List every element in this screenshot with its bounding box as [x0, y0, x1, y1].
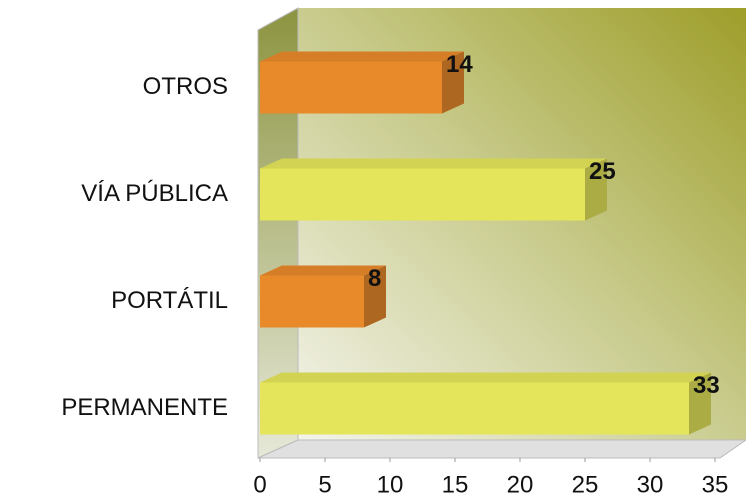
- y-tick-label: VÍA PÚBLICA: [81, 180, 228, 207]
- bar-top: [260, 372, 711, 383]
- bar: [260, 61, 442, 114]
- bar-end: [585, 158, 607, 221]
- data-label: 25: [589, 158, 616, 185]
- back-wall: [298, 8, 746, 440]
- bar: [260, 275, 364, 328]
- bar-top: [260, 51, 464, 62]
- floor: [257, 439, 746, 459]
- y-tick-label: OTROS: [143, 73, 228, 100]
- x-tick-label: 25: [572, 471, 599, 498]
- data-label: 33: [693, 372, 720, 399]
- data-label: 8: [368, 265, 381, 292]
- bar-end: [364, 265, 386, 328]
- bar-top: [260, 265, 386, 276]
- y-tick-label: PORTÁTIL: [111, 287, 228, 314]
- x-tick-label: 0: [253, 471, 266, 498]
- x-tick-label: 10: [377, 471, 404, 498]
- bar: [260, 168, 585, 221]
- bar: [260, 382, 689, 435]
- y-tick-label: PERMANENTE: [61, 394, 228, 421]
- x-tick-label: 35: [702, 471, 729, 498]
- bar-end: [689, 372, 711, 435]
- x-tick-label: 30: [637, 471, 664, 498]
- bar-end: [442, 51, 464, 114]
- data-label: 14: [446, 51, 473, 78]
- x-tick-label: 5: [318, 471, 331, 498]
- x-tick-label: 15: [442, 471, 469, 498]
- x-tick-label: 20: [507, 471, 534, 498]
- bar-top: [260, 158, 607, 169]
